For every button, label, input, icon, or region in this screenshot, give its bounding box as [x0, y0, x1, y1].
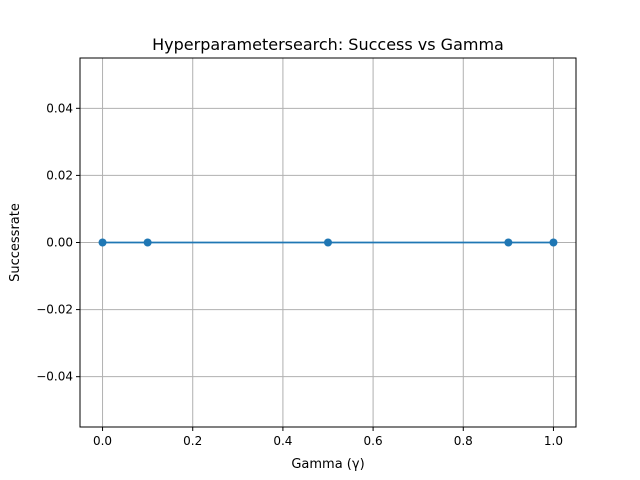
x-tick-label: 0.8 — [454, 434, 473, 448]
data-point — [143, 238, 152, 247]
x-tick-label: 0.0 — [93, 434, 112, 448]
plot-frame — [79, 57, 577, 428]
y-axis-label: Successrate — [8, 203, 23, 282]
x-tick-label: 1.0 — [544, 434, 563, 448]
y-tick-label: 0.04 — [46, 101, 73, 115]
data-point — [98, 238, 107, 247]
y-tick-label: 0.02 — [46, 168, 73, 182]
data-point — [549, 238, 558, 247]
y-tick-label: −0.04 — [36, 370, 73, 384]
x-tick-label: 0.2 — [183, 434, 202, 448]
x-axis-label: Gamma (γ) — [291, 457, 364, 472]
series — [98, 238, 558, 247]
ticks: 0.0 0.2 0.4 0.6 0.8 1.0 −0.04 −0.02 0.00 0.02 0.04 — [36, 101, 563, 448]
y-tick-label: 0.00 — [46, 236, 73, 250]
y-tick-label: −0.02 — [36, 303, 73, 317]
x-tick-label: 0.4 — [273, 434, 292, 448]
data-point — [504, 238, 513, 247]
chart-title: Hyperparametersearch: Success vs Gamma — [152, 35, 504, 54]
x-tick-label: 0.6 — [364, 434, 383, 448]
data-point — [324, 238, 332, 247]
